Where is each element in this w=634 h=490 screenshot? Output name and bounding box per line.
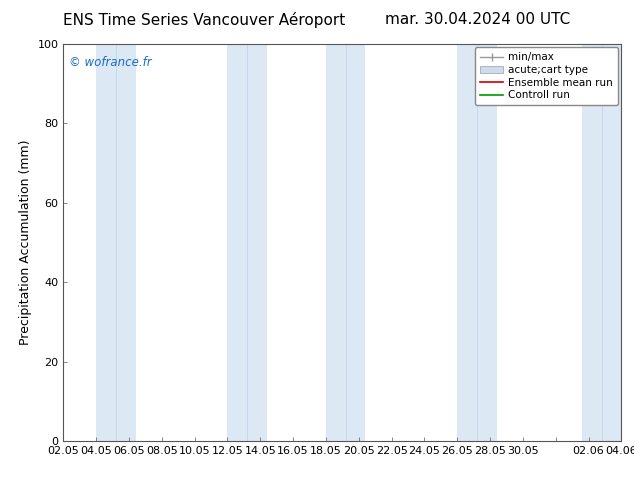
Bar	[457, 44, 496, 441]
Legend: min/max, acute;cart type, Ensemble mean run, Controll run: min/max, acute;cart type, Ensemble mean …	[475, 47, 618, 105]
Text: ENS Time Series Vancouver Aéroport: ENS Time Series Vancouver Aéroport	[63, 12, 346, 28]
Bar	[96, 44, 136, 441]
Text: © wofrance.fr: © wofrance.fr	[69, 56, 152, 69]
Text: mar. 30.04.2024 00 UTC: mar. 30.04.2024 00 UTC	[385, 12, 571, 27]
Bar	[582, 44, 621, 441]
Bar	[228, 44, 267, 441]
Y-axis label: Precipitation Accumulation (mm): Precipitation Accumulation (mm)	[19, 140, 32, 345]
Bar	[326, 44, 365, 441]
